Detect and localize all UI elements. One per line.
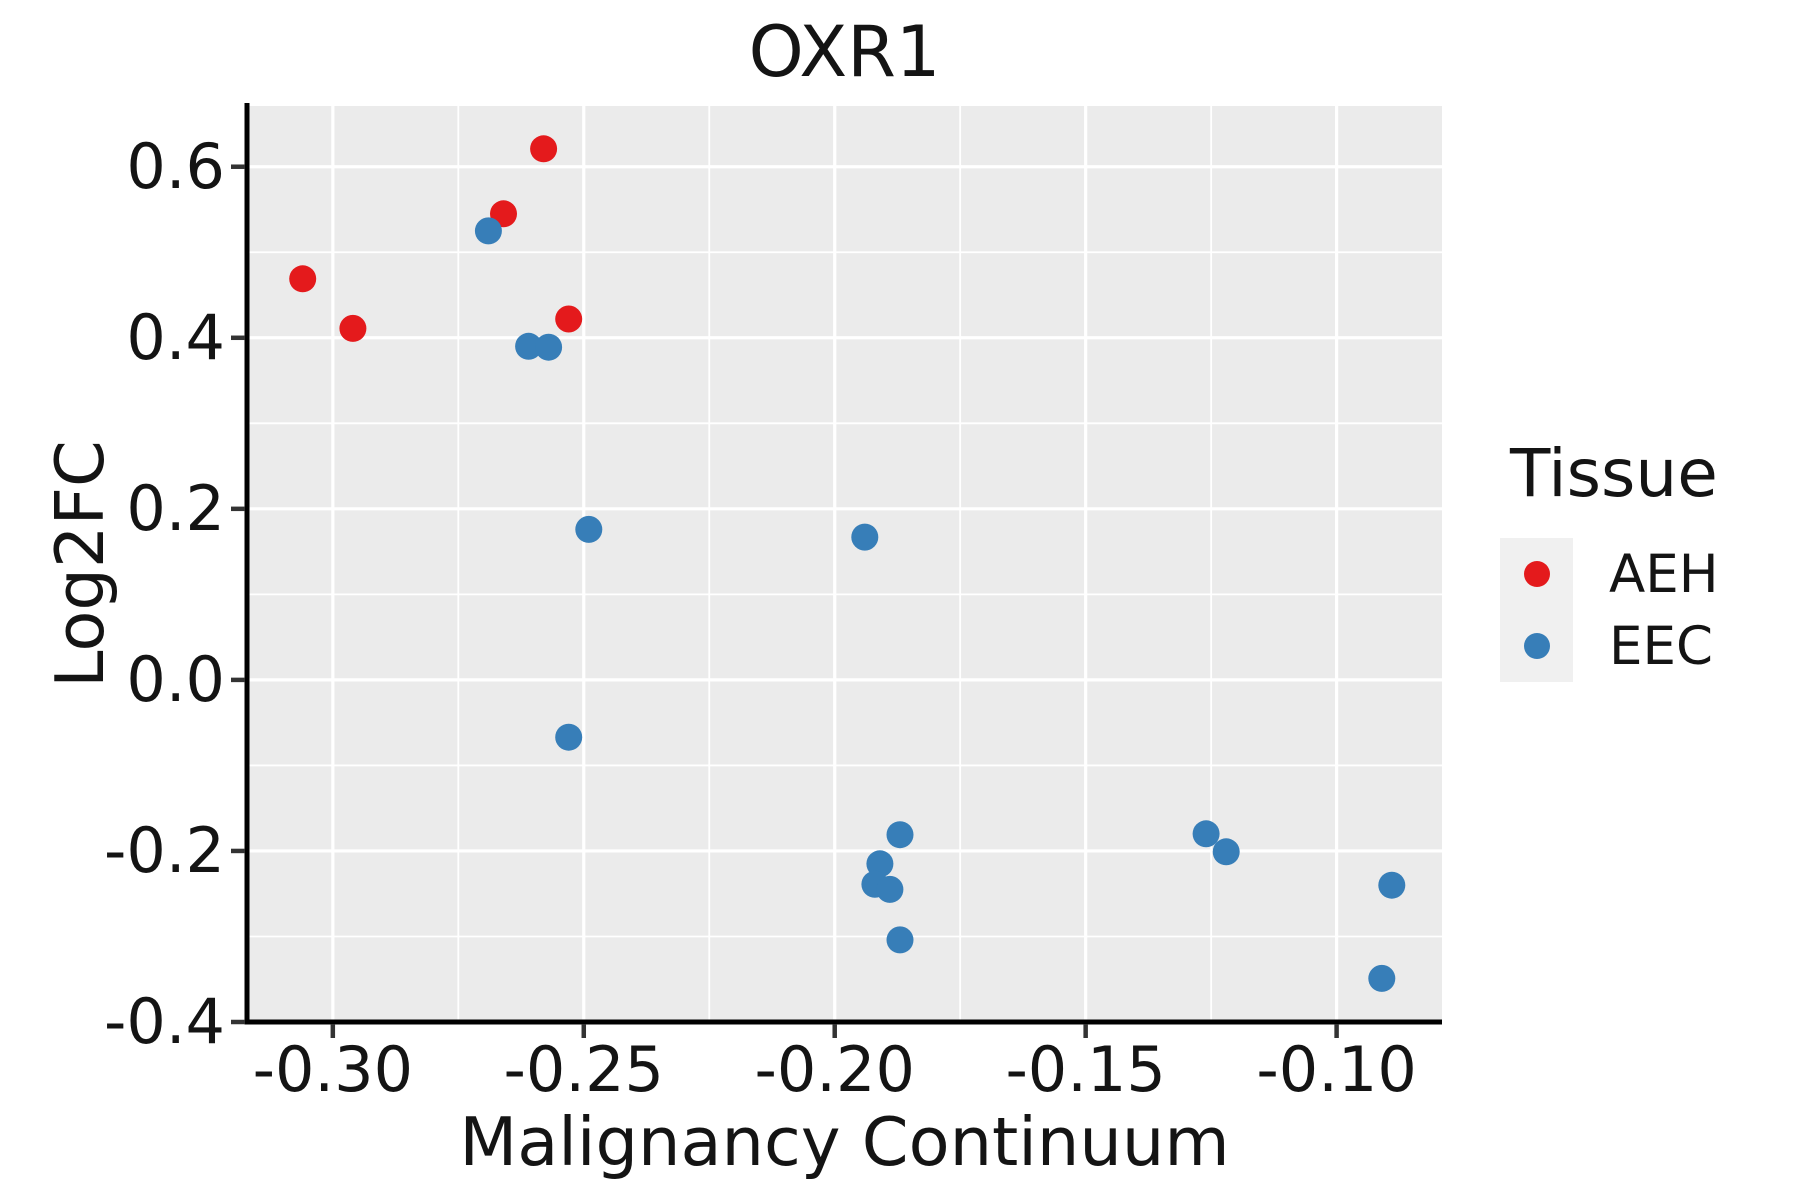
point-eec xyxy=(1378,871,1406,899)
eec-point-icon xyxy=(1523,633,1550,659)
point-eec xyxy=(886,926,914,954)
point-aeh xyxy=(289,265,317,293)
x-tick-label: -0.15 xyxy=(1005,1033,1166,1106)
y-tick-label: -0.2 xyxy=(104,813,225,887)
y-tick-label: 0.6 xyxy=(126,129,225,203)
y-tick-label: 0.0 xyxy=(126,642,225,716)
legend-item-aeh: AEH xyxy=(1500,538,1719,610)
legend-label-eec: EEC xyxy=(1609,615,1713,677)
legend: Tissue AEH EEC xyxy=(1500,438,1719,682)
legend-label-aeh: AEH xyxy=(1609,543,1719,605)
point-eec xyxy=(515,332,543,360)
legend-key-aeh xyxy=(1500,538,1573,610)
x-axis-title: Malignancy Continuum xyxy=(459,1103,1230,1181)
point-eec xyxy=(555,723,583,751)
point-eec xyxy=(851,523,879,551)
point-eec xyxy=(866,850,894,878)
legend-title: Tissue xyxy=(1510,435,1718,512)
point-eec xyxy=(1212,838,1240,866)
point-eec xyxy=(575,515,603,543)
legend-item-eec: EEC xyxy=(1500,610,1719,682)
point-aeh xyxy=(339,314,367,342)
point-eec xyxy=(474,217,502,245)
point-eec xyxy=(1368,964,1396,992)
x-tick-label: -0.20 xyxy=(754,1033,915,1106)
y-tick-label: 0.2 xyxy=(126,471,225,545)
aeh-point-icon xyxy=(1523,561,1550,587)
point-eec xyxy=(535,333,563,361)
point-eec xyxy=(876,875,904,903)
point-eec xyxy=(1192,820,1220,848)
x-tick-label: -0.25 xyxy=(503,1033,664,1106)
point-aeh xyxy=(530,135,558,163)
plot-title: OXR1 xyxy=(748,11,941,93)
y-tick-label: -0.4 xyxy=(104,985,225,1058)
legend-key-eec xyxy=(1500,610,1573,682)
y-tick-label: 0.4 xyxy=(126,300,225,374)
point-eec xyxy=(886,821,914,849)
point-aeh xyxy=(555,305,583,333)
plot-panel xyxy=(247,106,1442,1022)
x-tick-label: -0.10 xyxy=(1256,1033,1417,1106)
x-tick-label: -0.30 xyxy=(252,1033,414,1106)
